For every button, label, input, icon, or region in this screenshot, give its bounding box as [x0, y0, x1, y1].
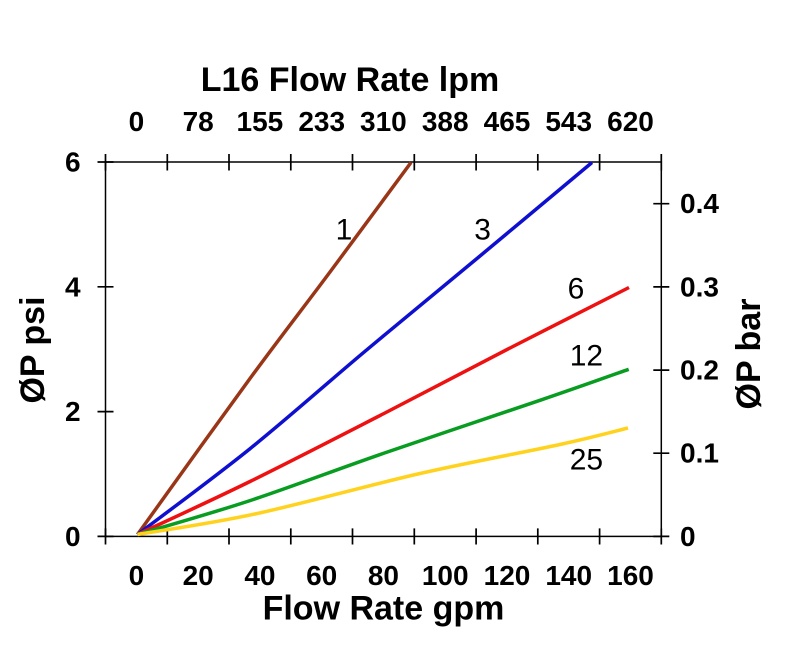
svg-text:120: 120 — [484, 560, 531, 591]
svg-text:155: 155 — [237, 106, 284, 137]
svg-text:233: 233 — [298, 106, 345, 137]
svg-text:0: 0 — [129, 560, 145, 591]
svg-text:25: 25 — [570, 444, 603, 477]
svg-text:40: 40 — [244, 560, 275, 591]
svg-text:620: 620 — [607, 106, 654, 137]
svg-text:6: 6 — [568, 273, 585, 306]
svg-text:ØP bar: ØP bar — [730, 299, 768, 410]
svg-text:12: 12 — [570, 339, 603, 372]
svg-text:4: 4 — [65, 271, 81, 302]
svg-text:543: 543 — [545, 106, 592, 137]
svg-text:80: 80 — [368, 560, 399, 591]
svg-text:310: 310 — [360, 106, 407, 137]
svg-text:60: 60 — [306, 560, 337, 591]
svg-text:L16 Flow Rate lpm: L16 Flow Rate lpm — [201, 61, 500, 99]
svg-text:ØP psi: ØP psi — [14, 296, 52, 403]
svg-text:140: 140 — [545, 560, 592, 591]
svg-text:0.3: 0.3 — [680, 271, 719, 302]
svg-text:0.1: 0.1 — [680, 438, 719, 469]
svg-text:0: 0 — [65, 521, 81, 552]
svg-text:0.2: 0.2 — [680, 355, 719, 386]
svg-text:0.4: 0.4 — [680, 188, 719, 219]
svg-text:0: 0 — [129, 106, 145, 137]
svg-text:2: 2 — [65, 396, 81, 427]
svg-text:78: 78 — [183, 106, 214, 137]
svg-text:160: 160 — [607, 560, 654, 591]
svg-text:0: 0 — [680, 521, 696, 552]
svg-text:465: 465 — [484, 106, 531, 137]
svg-text:20: 20 — [183, 560, 214, 591]
svg-text:Flow Rate gpm: Flow Rate gpm — [263, 590, 505, 628]
svg-text:3: 3 — [474, 214, 491, 247]
svg-text:388: 388 — [422, 106, 469, 137]
svg-text:100: 100 — [422, 560, 469, 591]
svg-text:1: 1 — [336, 214, 353, 247]
svg-text:6: 6 — [65, 147, 81, 178]
